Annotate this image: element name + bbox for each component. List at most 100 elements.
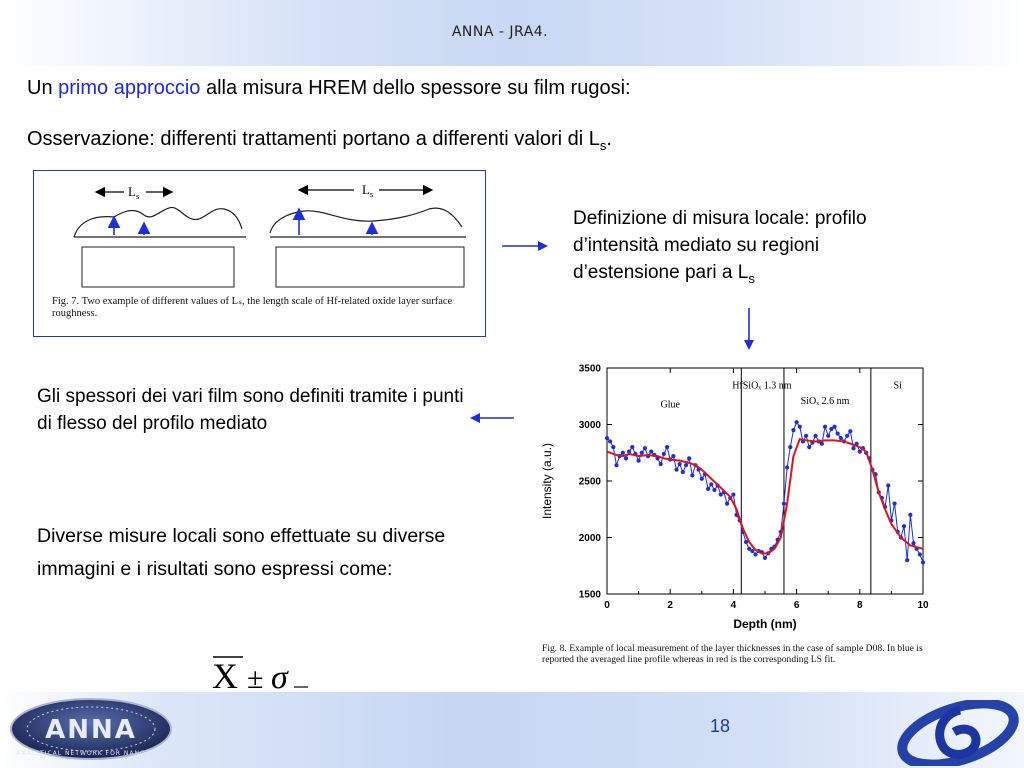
region-label: HfSiOₓ 1.3 nm bbox=[732, 380, 792, 391]
profile-point bbox=[724, 501, 730, 506]
local-measures-text: Diverse misure locali sono effettuate su… bbox=[37, 525, 446, 580]
profile-point bbox=[901, 524, 907, 529]
profile-point bbox=[832, 424, 837, 429]
profile-point bbox=[671, 454, 676, 459]
definition-text: Definizione di misura locale: profilo d’… bbox=[573, 205, 913, 292]
x-tick-label: 4 bbox=[731, 600, 737, 611]
ls-left-label: Ls bbox=[128, 184, 139, 201]
profile-point bbox=[917, 552, 922, 557]
profile-point bbox=[743, 539, 749, 545]
anna-logo: ANNA ANALYTICAL NETWORK FOR NANOTECH bbox=[10, 698, 172, 760]
ls-fit-line bbox=[606, 438, 924, 555]
profile-point bbox=[826, 433, 831, 438]
profile-point bbox=[785, 465, 790, 470]
rough-surface-left bbox=[73, 206, 243, 238]
y-tick-label: 3000 bbox=[579, 420, 602, 431]
profile-point bbox=[680, 469, 685, 475]
down-arrow-icon bbox=[744, 308, 754, 350]
profile-point bbox=[674, 467, 679, 472]
observation-text: Osservazione: differenti trattamenti por… bbox=[27, 128, 600, 150]
profile-point bbox=[807, 445, 812, 450]
profile-point bbox=[699, 476, 704, 481]
profile-point bbox=[848, 429, 853, 434]
y-tick-label: 2000 bbox=[579, 533, 602, 544]
profile-point bbox=[797, 424, 802, 429]
profile-point bbox=[838, 435, 843, 441]
profile-point bbox=[683, 463, 689, 468]
rough-surface-right bbox=[269, 207, 463, 234]
svg-text:ANNA: ANNA bbox=[45, 715, 137, 745]
profile-point bbox=[677, 461, 682, 467]
figure-8-caption: Fig. 8. Example of local measurement of … bbox=[542, 643, 923, 665]
profile-point bbox=[762, 555, 768, 560]
region-label: SiOₓ 2.6 nm bbox=[801, 396, 850, 407]
profile-point bbox=[845, 433, 850, 438]
profile-point bbox=[611, 445, 616, 450]
formula-pm: ± bbox=[247, 662, 263, 695]
profile-point bbox=[857, 449, 862, 454]
profile-point bbox=[886, 483, 891, 488]
x-axis-label: Depth (nm) bbox=[733, 617, 796, 631]
region-label: Si bbox=[894, 380, 903, 391]
profile-point bbox=[747, 546, 752, 551]
profile-point bbox=[658, 461, 663, 467]
profile-point bbox=[642, 446, 648, 451]
thickness-text: Gli spessori dei vari film sono definiti… bbox=[37, 386, 464, 434]
profile-point bbox=[690, 473, 695, 478]
profile-point bbox=[636, 458, 641, 463]
formula-mean: X bbox=[212, 656, 238, 696]
profile-point bbox=[822, 424, 828, 429]
right-arrow-icon bbox=[502, 241, 548, 251]
header-band bbox=[0, 0, 1024, 66]
profile-point bbox=[627, 449, 632, 454]
profile-point bbox=[794, 420, 799, 425]
profile-point bbox=[608, 439, 613, 444]
profile-point bbox=[829, 426, 834, 432]
x-tick-label: 8 bbox=[857, 600, 863, 611]
profile-point bbox=[620, 450, 625, 455]
profile-point bbox=[750, 548, 755, 554]
averaged-profile-line bbox=[606, 421, 924, 563]
profile-point bbox=[661, 451, 666, 456]
profile-point bbox=[819, 441, 824, 446]
left-arrow-icon bbox=[470, 413, 514, 423]
profile-point bbox=[664, 445, 670, 450]
profile-point bbox=[892, 501, 897, 506]
profile-point bbox=[709, 482, 714, 487]
profile-point bbox=[908, 512, 913, 517]
substrate-box-right bbox=[275, 246, 465, 288]
framework-programme-logo bbox=[897, 700, 1019, 766]
formula-sigma: σ bbox=[271, 659, 289, 696]
profile-point bbox=[630, 445, 635, 450]
y-tick-label: 1500 bbox=[579, 590, 602, 601]
profile-point bbox=[753, 552, 758, 557]
x-tick-label: 2 bbox=[667, 600, 673, 611]
intro-line: Un primo approccio alla misura HREM dell… bbox=[27, 77, 631, 100]
svg-text:ANALYTICAL NETWORK FOR NANOTEC: ANALYTICAL NETWORK FOR NANOTECH bbox=[16, 750, 166, 757]
profile-point bbox=[718, 492, 723, 497]
profile-point bbox=[791, 428, 796, 433]
intro-highlight: primo approccio bbox=[58, 77, 201, 99]
x-tick-label: 0 bbox=[604, 600, 610, 611]
x-tick-label: 10 bbox=[917, 600, 929, 611]
profile-point bbox=[905, 558, 910, 563]
profile-point bbox=[706, 486, 711, 492]
profile-point bbox=[911, 541, 916, 546]
profile-point bbox=[623, 456, 629, 461]
profile-point bbox=[712, 487, 717, 493]
figure-7-diagram: Ls Ls bbox=[73, 182, 466, 288]
profile-point bbox=[614, 463, 619, 468]
observation-suffix: . bbox=[606, 128, 612, 150]
profile-point bbox=[639, 450, 644, 455]
slide-header-title: ANNA - JRA4. bbox=[451, 24, 549, 40]
profile-point bbox=[788, 445, 793, 450]
definition-subscript: s bbox=[748, 270, 755, 286]
region-label: Glue bbox=[660, 400, 680, 411]
profile-point bbox=[649, 449, 654, 454]
intensity-profile-chart: 0 2 4 6 8 10 1500 2000 2500 3000 3500 Depth (nm) Int… bbox=[540, 364, 929, 632]
figure-7-caption: Fig. 7. Two example of different values … bbox=[52, 296, 453, 319]
intro-text-start: Un bbox=[27, 77, 59, 99]
profile-point bbox=[687, 456, 692, 461]
x-tick-label: 6 bbox=[794, 600, 800, 611]
page-number: 18 bbox=[709, 716, 731, 736]
